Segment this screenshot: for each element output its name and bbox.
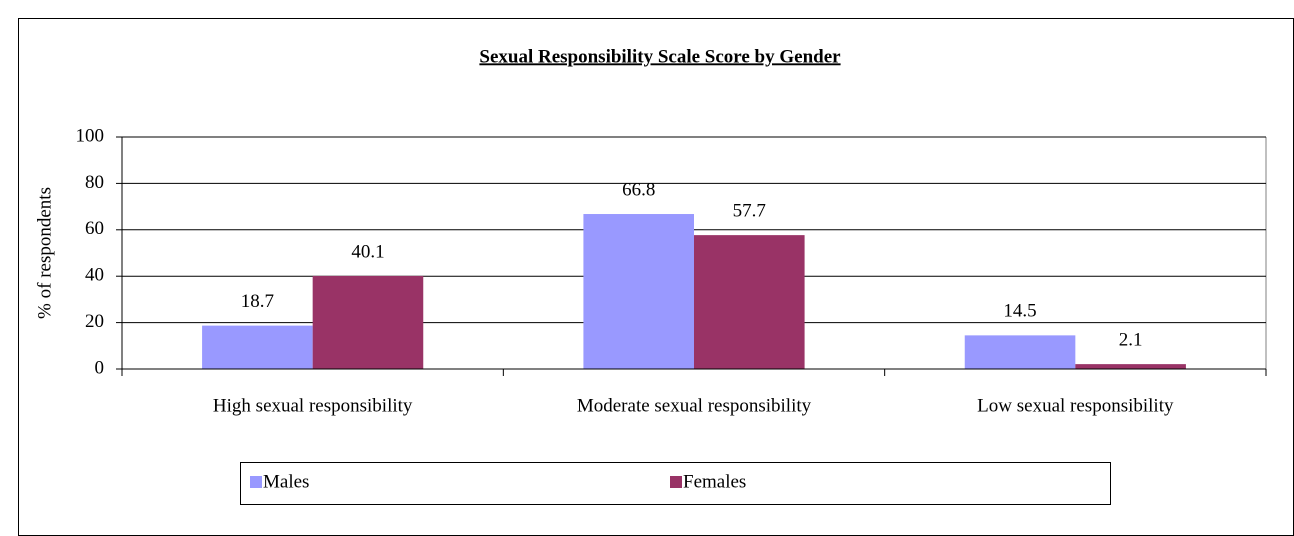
value-label: 18.7 <box>241 291 274 312</box>
chart-title: Sexual Responsibility Scale Score by Gen… <box>479 46 841 67</box>
legend-swatch <box>250 476 262 488</box>
value-label: 57.7 <box>733 200 766 221</box>
y-tick-label: 20 <box>85 311 104 332</box>
value-label: 40.1 <box>351 241 384 262</box>
y-tick-label: 40 <box>85 265 104 286</box>
bar <box>964 335 1076 369</box>
y-tick-label: 0 <box>95 357 105 378</box>
bar <box>583 214 694 369</box>
bar <box>202 325 313 369</box>
legend-label: Males <box>263 471 309 492</box>
x-tick-label: Moderate sexual responsibility <box>577 395 812 416</box>
x-tick-label: High sexual responsibility <box>213 395 413 416</box>
y-tick-label: 80 <box>85 172 104 193</box>
value-label: 14.5 <box>1003 301 1036 322</box>
bar <box>1075 364 1186 369</box>
bar <box>312 275 424 369</box>
y-tick-label: 100 <box>76 125 105 146</box>
bar <box>694 235 805 369</box>
legend-swatch <box>670 476 682 488</box>
value-label: 2.1 <box>1119 329 1143 350</box>
legend-label: Females <box>683 471 746 492</box>
value-label: 66.8 <box>622 179 655 200</box>
y-tick-label: 60 <box>85 218 104 239</box>
y-axis-label: % of respondents <box>34 187 55 319</box>
x-tick-label: Low sexual responsibility <box>977 395 1174 416</box>
